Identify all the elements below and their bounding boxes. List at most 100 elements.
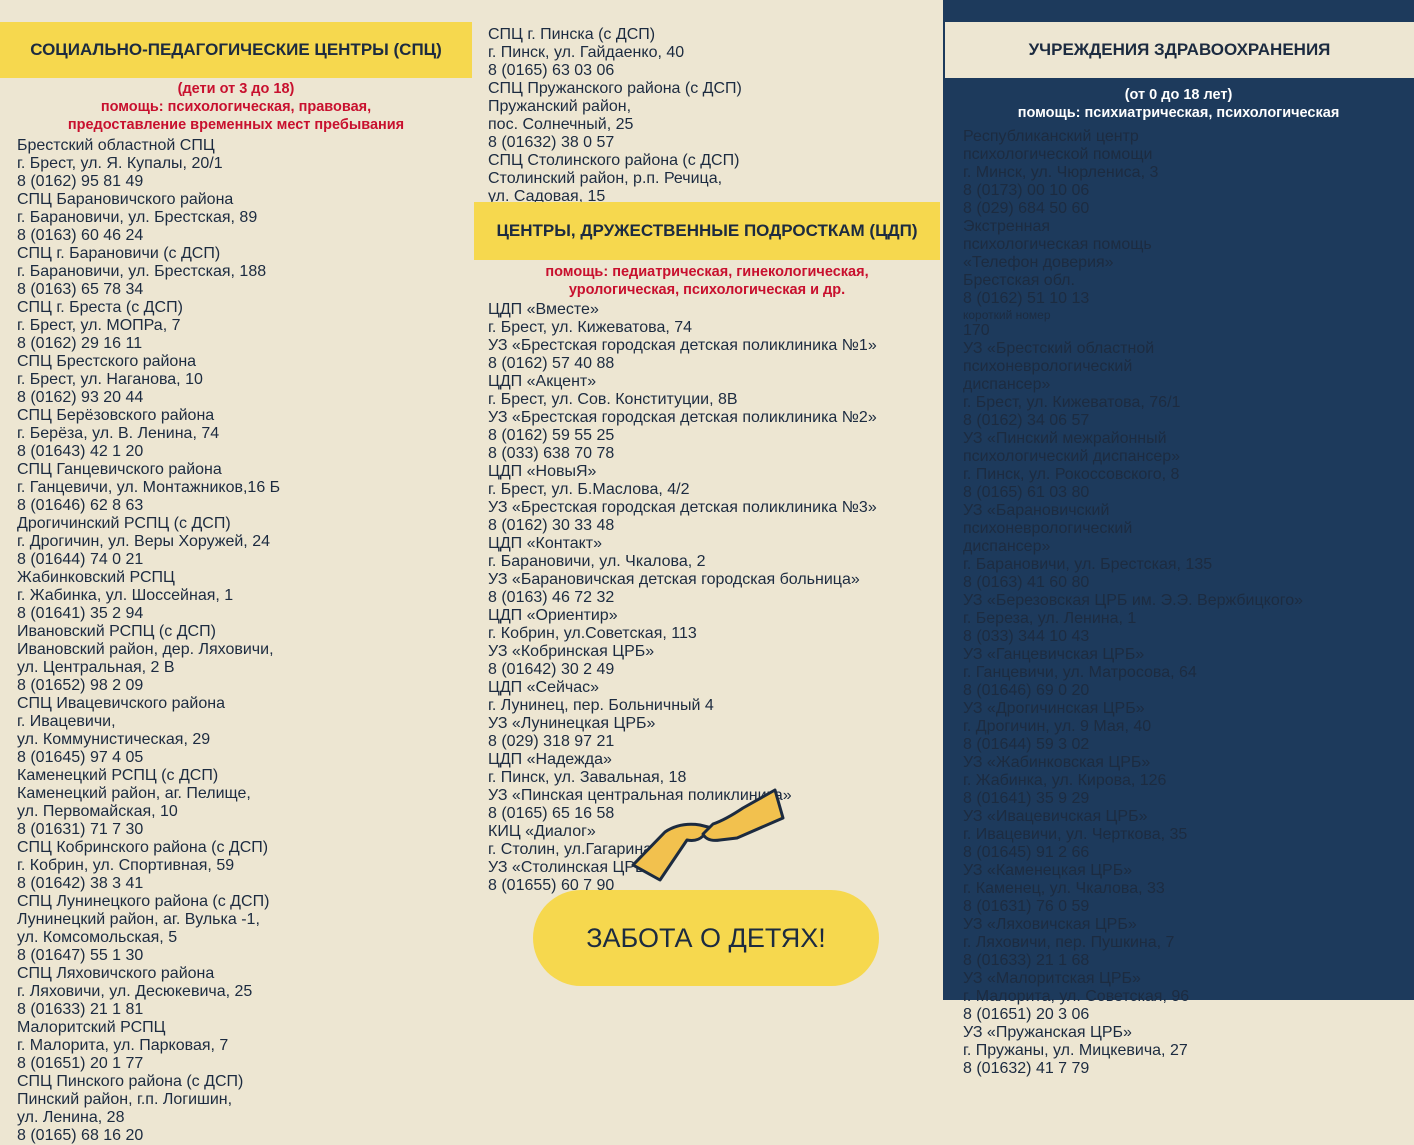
entry-address: г. Столин, ул.Гагарина, 3: [488, 841, 670, 858]
entry-name: «Телефон доверия»: [963, 254, 1114, 271]
phone-block: 8 (0162) 29 16 11: [17, 335, 157, 353]
entry-address: г. Ляховичи, пер. Пушкина, 7: [963, 934, 1175, 951]
entry-text: Каменецкий РСПЦ (с ДСП) Каменецкий район,…: [17, 767, 457, 821]
entry-address: ул. Ленина, 28: [17, 1109, 125, 1126]
phone: 8 (01645) 97 4 05: [17, 749, 144, 766]
entry: СПЦ Ивацевичского района г. Ивацевичи, ул.…: [17, 695, 457, 767]
entry-address: г. Пинск, ул. Гайдаенко, 40: [488, 44, 685, 61]
phone-block: 8 (01651) 20 3 06: [963, 1006, 1108, 1024]
phone: 8 (01642) 30 2 49: [488, 661, 615, 678]
phone: 8 (033) 344 10 43: [963, 628, 1090, 645]
phone: 8 (033) 638 70 78: [488, 445, 615, 462]
entry-name: СПЦ г. Пинска (с ДСП): [488, 26, 656, 43]
entry: Экстренная психологическая помощь «Телефон…: [963, 218, 1400, 340]
entry-list: Республиканский центр психологической пом…: [963, 128, 1400, 1077]
entry-address: г. Барановичи, ул. Брестская, 188: [17, 263, 267, 280]
phone-block: 8 (01631) 71 7 30: [17, 821, 157, 839]
entry-address: г. Малорита, ул. Парковая, 7: [17, 1037, 229, 1054]
entry-address: г. Дрогичин, ул. 9 Мая, 40: [963, 718, 1152, 735]
entry-text: ЦДП «Контакт» г. Барановичи, ул. Чкалова,…: [488, 535, 922, 589]
entry: СПЦ Берёзовского района г. Берёза, ул. В.…: [17, 407, 457, 461]
entry-address: г. Брест, ул. Сов. Конституции, 8В: [488, 391, 738, 408]
entry-address: УЗ «Столинская ЦРБ»: [488, 859, 655, 876]
notes: (от 0 до 18 лет) помощь: психиатрическая,…: [943, 86, 1414, 122]
entry-name: УЗ «Малоритская ЦРБ»: [963, 970, 1141, 987]
phone: 8 (0162) 29 16 11: [17, 335, 143, 352]
banner: ЗАБОТА О ДЕТЯХ!: [533, 890, 879, 986]
entry-address: Пружанский район,: [488, 98, 632, 115]
phone-block: 8 (0163) 65 78 34: [17, 281, 157, 299]
entry-name: психологический диспансер»: [963, 448, 1181, 465]
entry-text: УЗ «Дрогичинская ЦРБ» г. Дрогичин, ул. 9 …: [963, 700, 1400, 736]
entry-text: УЗ «Барановичский психоневрологический дис…: [963, 502, 1400, 574]
phone: 8 (0165) 65 16 58: [488, 805, 615, 822]
entry: СПЦ Лунинецкого района (с ДСП) Лунинецкий…: [17, 893, 457, 965]
entry-address: УЗ «Брестская городская детская поликлин…: [488, 337, 877, 354]
entry-text: СПЦ Столинского района (с ДСП) Столинский…: [488, 152, 922, 206]
phone: 8 (0162) 57 40 88: [488, 355, 615, 372]
entry-name: КИЦ «Диалог»: [488, 823, 596, 840]
entry-name: УЗ «Ивацевичская ЦРБ»: [963, 808, 1148, 825]
entry-name: УЗ «Барановичский: [963, 502, 1110, 519]
entry: УЗ «Дрогичинская ЦРБ» г. Дрогичин, ул. 9 …: [963, 700, 1400, 754]
entry-text: ЦДП «Ориентир» г. Кобрин, ул.Советская, 1…: [488, 607, 922, 661]
entry: СПЦ г. Барановичи (с ДСП) г. Барановичи, …: [17, 245, 457, 299]
phone: 8 (029) 318 97 21: [488, 733, 615, 750]
short-number-label: короткий номер: [963, 308, 1051, 322]
entry-address: Ивановский район, дер. Ляховичи,: [17, 641, 274, 658]
entry-address: г. Малорита, ул. Советская, 96: [963, 988, 1190, 1005]
entry: ЦДП «Контакт» г. Барановичи, ул. Чкалова,…: [488, 535, 922, 607]
entry-text: СПЦ г. Пинска (с ДСП) г. Пинск, ул. Гайда…: [488, 26, 922, 62]
entry-address: УЗ «Лунинецкая ЦРБ»: [488, 715, 656, 732]
phone-block: 8 (01633) 21 1 81: [17, 1001, 157, 1019]
phone: 8 (01651) 20 1 77: [17, 1055, 144, 1072]
entry-text: УЗ «Березовская ЦРБ им. Э.Э. Вержбицкого…: [963, 592, 1400, 628]
entry-name: ЦДП «Сейчас»: [488, 679, 600, 696]
section-title: СОЦИАЛЬНО-ПЕДАГОГИЧЕСКИЕ ЦЕНТРЫ (СПЦ): [0, 22, 472, 78]
entry: Каменецкий РСПЦ (с ДСП) Каменецкий район,…: [17, 767, 457, 839]
entry-name: диспансер»: [963, 538, 1051, 555]
entry: УЗ «Малоритская ЦРБ» г. Малорита, ул. Сов…: [963, 970, 1400, 1024]
entry-text: ЦДП «Надежда» г. Пинск, ул. Завальная, 18…: [488, 751, 922, 805]
entry-address: г. Пинск, ул. Завальная, 18: [488, 769, 687, 786]
phone-block: 8 (01633) 21 1 68: [963, 952, 1108, 970]
entry-address: г. Ивацевичи, ул. Черткова, 35: [963, 826, 1188, 843]
phone: 8 (01647) 55 1 30: [17, 947, 144, 964]
entry-address: ул. Коммунистическая, 29: [17, 731, 211, 748]
phone-block: 8 (0163) 46 72 32: [488, 589, 628, 607]
entry-text: ЦДП «НовыЯ» г. Брест, ул. Б.Маслова, 4/2 У…: [488, 463, 922, 517]
phone-block: 8 (01645) 91 2 66: [963, 844, 1108, 862]
phone-block: 8 (01646) 62 8 63: [17, 497, 157, 515]
entry: ЦДП «Ориентир» г. Кобрин, ул.Советская, 1…: [488, 607, 922, 679]
entry-text: СПЦ г. Барановичи (с ДСП) г. Барановичи, …: [17, 245, 457, 281]
entry-name: психологической помощи: [963, 146, 1153, 163]
entry-name: СПЦ г. Барановичи (с ДСП): [17, 245, 221, 262]
entry-name: СПЦ Брестского района: [17, 353, 197, 370]
entry: СПЦ Пинского района (с ДСП) Пинский район…: [17, 1073, 457, 1145]
entry: Дрогичинский РСПЦ (с ДСП) г. Дрогичин, ул…: [17, 515, 457, 569]
phone-block: 8 (0162) 59 55 25 8 (033) 638 70 78: [488, 427, 628, 463]
entry-text: СПЦ Пружанского района (с ДСП) Пружанский…: [488, 80, 922, 134]
entry-address: г. Берёза, ул. В. Ленина, 74: [17, 425, 220, 442]
entry-text: УЗ «Жабинковская ЦРБ» г. Жабинка, ул. Кир…: [963, 754, 1400, 790]
section-title: ЦЕНТРЫ, ДРУЖЕСТВЕННЫЕ ПОДРОСТКАМ (ЦДП): [474, 202, 940, 260]
entry-text: УЗ «Ляховичская ЦРБ» г. Ляховичи, пер. Пу…: [963, 916, 1400, 952]
entry-address: Лунинецкий район, аг. Вулька -1,: [17, 911, 260, 928]
entry: УЗ «Пружанская ЦРБ» г. Пружаны, ул. Мицке…: [963, 1024, 1400, 1078]
entry: КИЦ «Диалог» г. Столин, ул.Гагарина, 3 УЗ …: [488, 823, 922, 895]
entry: УЗ «Пинский межрайонный психологический д…: [963, 430, 1400, 502]
phone: 8 (0162) 59 55 25: [488, 427, 615, 444]
entry-address: Пинский район, г.п. Логишин,: [17, 1091, 233, 1108]
entry: СПЦ г. Бреста (с ДСП) г. Брест, ул. МОПРа…: [17, 299, 457, 353]
entry-address: г. Брест, ул. Б.Маслова, 4/2: [488, 481, 690, 498]
entry-name: ЦДП «Ориентир»: [488, 607, 618, 624]
note-line: помощь: педиатрическая, гинекологическая…: [545, 264, 869, 280]
phone: 8 (01655) 60 7 90: [488, 877, 615, 894]
phone-block: 8 (0162) 51 10 13 короткий номер 170: [963, 290, 1108, 340]
phone-block: 8 (01641) 35 2 94: [17, 605, 157, 623]
phone: 8 (01646) 62 8 63: [17, 497, 144, 514]
entry-text: СПЦ Брестского района г. Брест, ул. Наган…: [17, 353, 457, 389]
entry-address: г. Брест, ул. МОПРа, 7: [17, 317, 181, 334]
entry-name: УЗ «Пинский межрайонный: [963, 430, 1167, 447]
entry-address: г. Ляховичи, ул. Десюкевича, 25: [17, 983, 253, 1000]
